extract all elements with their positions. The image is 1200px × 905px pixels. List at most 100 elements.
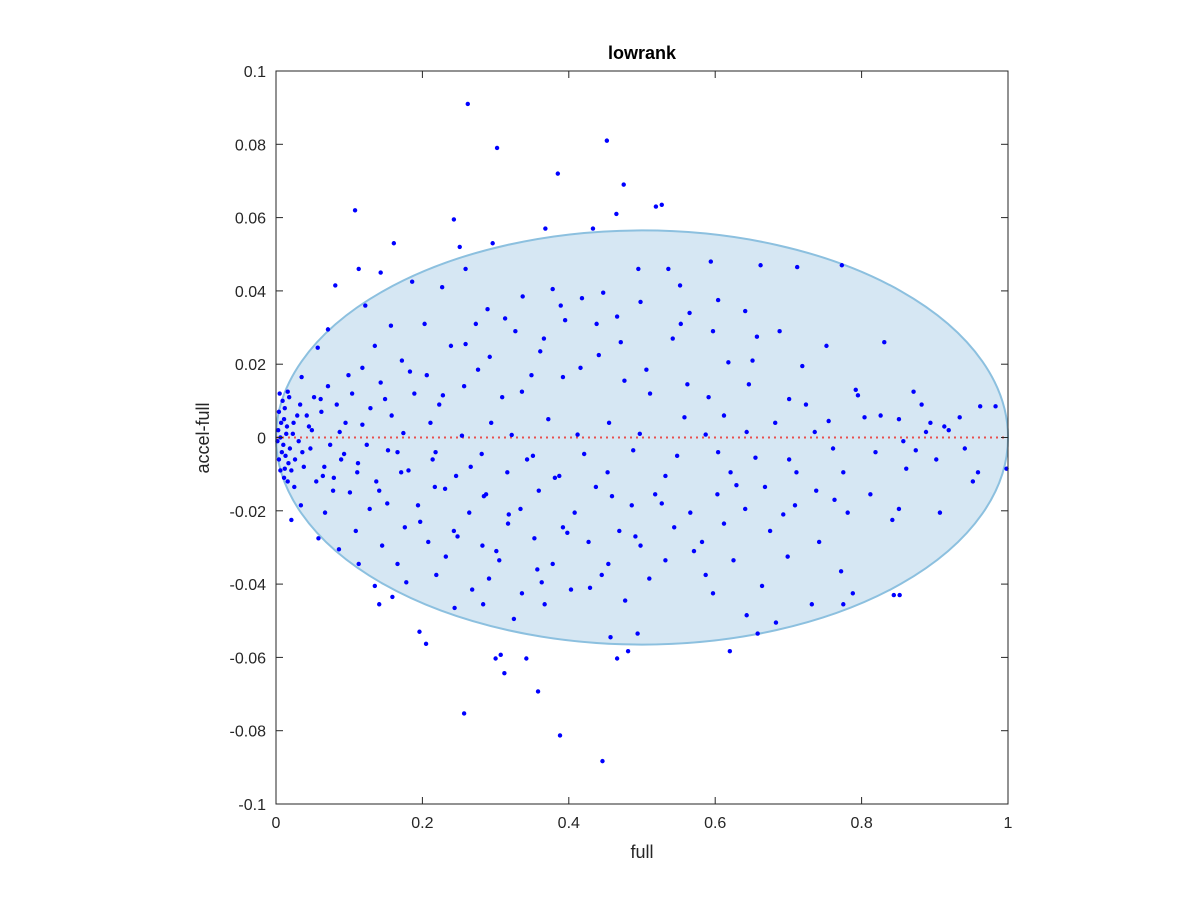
- y-tick-label: 0.1: [244, 64, 266, 81]
- data-point: [633, 534, 638, 539]
- data-point: [816, 539, 822, 545]
- data-point: [557, 733, 563, 738]
- data-point: [322, 464, 327, 470]
- data-point: [278, 420, 284, 426]
- data-point: [653, 204, 659, 209]
- data-point: [868, 492, 873, 497]
- x-tick-label: 0.8: [850, 815, 872, 832]
- data-point: [794, 264, 800, 270]
- data-point: [911, 389, 916, 394]
- data-point: [652, 492, 658, 497]
- data-point: [666, 266, 671, 272]
- data-point: [601, 290, 606, 295]
- data-point: [524, 457, 530, 462]
- data-point: [579, 296, 585, 301]
- data-point: [463, 341, 468, 347]
- data-point: [311, 394, 317, 400]
- data-point: [385, 501, 390, 506]
- data-point: [443, 554, 449, 559]
- data-point: [555, 171, 561, 176]
- data-point: [593, 484, 599, 490]
- data-point: [688, 510, 693, 515]
- data-point: [377, 488, 382, 493]
- data-point: [378, 270, 383, 275]
- data-point: [378, 380, 383, 385]
- data-point: [286, 460, 291, 466]
- data-point: [505, 521, 511, 526]
- data-point: [295, 413, 300, 418]
- data-point: [278, 468, 283, 473]
- data-point: [873, 449, 878, 455]
- data-point: [792, 503, 798, 508]
- data-point: [409, 279, 415, 284]
- data-point: [452, 605, 457, 611]
- data-point: [758, 263, 763, 268]
- data-point: [728, 470, 733, 475]
- chart-title: lowrank: [608, 43, 677, 63]
- y-tick-label: 0.08: [235, 137, 266, 154]
- data-point: [904, 466, 909, 471]
- data-point: [977, 404, 983, 409]
- data-point: [546, 416, 551, 422]
- data-point: [541, 336, 547, 341]
- data-point: [565, 530, 570, 535]
- data-point: [283, 453, 288, 459]
- data-point: [424, 372, 429, 378]
- data-point: [699, 539, 705, 545]
- data-point: [457, 244, 462, 250]
- data-point: [562, 318, 568, 323]
- data-point: [327, 442, 333, 448]
- data-point: [453, 473, 459, 479]
- data-point: [543, 226, 548, 231]
- data-point: [674, 453, 680, 459]
- x-tick-label: 0.6: [704, 815, 726, 832]
- data-point: [809, 602, 815, 607]
- data-point: [502, 670, 507, 676]
- data-point: [826, 418, 831, 424]
- data-point: [481, 493, 487, 499]
- data-point: [670, 336, 675, 341]
- data-point: [890, 517, 895, 523]
- data-point: [937, 510, 943, 515]
- data-point: [402, 525, 408, 530]
- data-point: [558, 303, 563, 308]
- data-point: [391, 241, 397, 246]
- data-point: [398, 470, 404, 475]
- data-point: [430, 457, 435, 462]
- data-point: [285, 479, 290, 484]
- data-point: [487, 354, 492, 360]
- data-point: [587, 585, 593, 590]
- data-point: [923, 429, 929, 435]
- data-point: [372, 343, 378, 349]
- data-point: [461, 383, 467, 389]
- data-point: [581, 451, 587, 457]
- data-point: [832, 497, 837, 503]
- data-point: [975, 470, 981, 475]
- data-point: [356, 561, 361, 567]
- data-point: [463, 266, 468, 272]
- data-point: [277, 391, 282, 396]
- data-point: [618, 340, 623, 345]
- data-point: [703, 432, 708, 437]
- data-point: [606, 561, 611, 567]
- data-point: [862, 415, 867, 420]
- data-point: [291, 420, 296, 426]
- data-point: [882, 340, 887, 345]
- x-tick-label: 0.4: [558, 815, 580, 832]
- data-point: [617, 528, 622, 534]
- data-point: [928, 420, 933, 426]
- data-point: [754, 334, 760, 339]
- data-point: [406, 468, 411, 473]
- data-point: [459, 433, 465, 438]
- data-point: [451, 217, 457, 222]
- data-point: [282, 466, 287, 471]
- x-tick-label: 0: [272, 815, 281, 832]
- data-point: [529, 372, 534, 378]
- data-point: [494, 145, 500, 151]
- y-tick-label: -0.04: [230, 577, 267, 594]
- data-point: [319, 409, 324, 415]
- data-point: [442, 486, 448, 492]
- data-point: [417, 629, 422, 634]
- data-point: [448, 343, 454, 349]
